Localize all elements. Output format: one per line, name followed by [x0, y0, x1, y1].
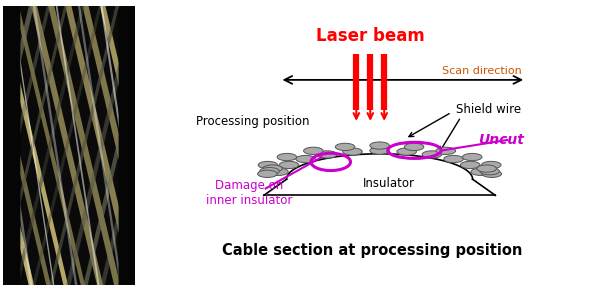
Ellipse shape: [463, 153, 482, 161]
Ellipse shape: [404, 143, 424, 151]
Ellipse shape: [471, 168, 490, 175]
Text: Scan direction: Scan direction: [442, 66, 521, 76]
Text: Uncut: Uncut: [478, 133, 524, 147]
Bar: [119, 6, 135, 285]
Bar: [3, 6, 19, 285]
Ellipse shape: [263, 165, 282, 172]
Ellipse shape: [277, 153, 296, 161]
Ellipse shape: [436, 147, 455, 155]
Text: Laser beam: Laser beam: [316, 27, 425, 45]
Ellipse shape: [444, 155, 463, 163]
Ellipse shape: [335, 143, 355, 151]
Ellipse shape: [481, 161, 501, 169]
Ellipse shape: [422, 151, 442, 158]
Text: Shield wire: Shield wire: [456, 103, 521, 116]
Ellipse shape: [269, 168, 288, 175]
Ellipse shape: [296, 155, 316, 163]
Ellipse shape: [258, 161, 278, 169]
Ellipse shape: [460, 161, 480, 169]
Ellipse shape: [480, 167, 499, 175]
Ellipse shape: [397, 148, 416, 155]
Ellipse shape: [317, 151, 337, 158]
Ellipse shape: [370, 147, 389, 154]
Ellipse shape: [304, 147, 323, 155]
Text: Insulator: Insulator: [363, 177, 415, 190]
Ellipse shape: [257, 170, 277, 178]
Ellipse shape: [279, 161, 299, 169]
Ellipse shape: [477, 165, 496, 172]
Ellipse shape: [482, 170, 502, 178]
Ellipse shape: [370, 142, 389, 149]
Text: Processing position: Processing position: [196, 116, 310, 128]
Text: Damage on
inner insulator: Damage on inner insulator: [206, 179, 293, 207]
Ellipse shape: [343, 148, 362, 155]
Ellipse shape: [260, 167, 279, 175]
Bar: [119, 6, 135, 285]
Bar: [3, 6, 19, 285]
Text: Cable section at processing position: Cable section at processing position: [223, 243, 523, 258]
